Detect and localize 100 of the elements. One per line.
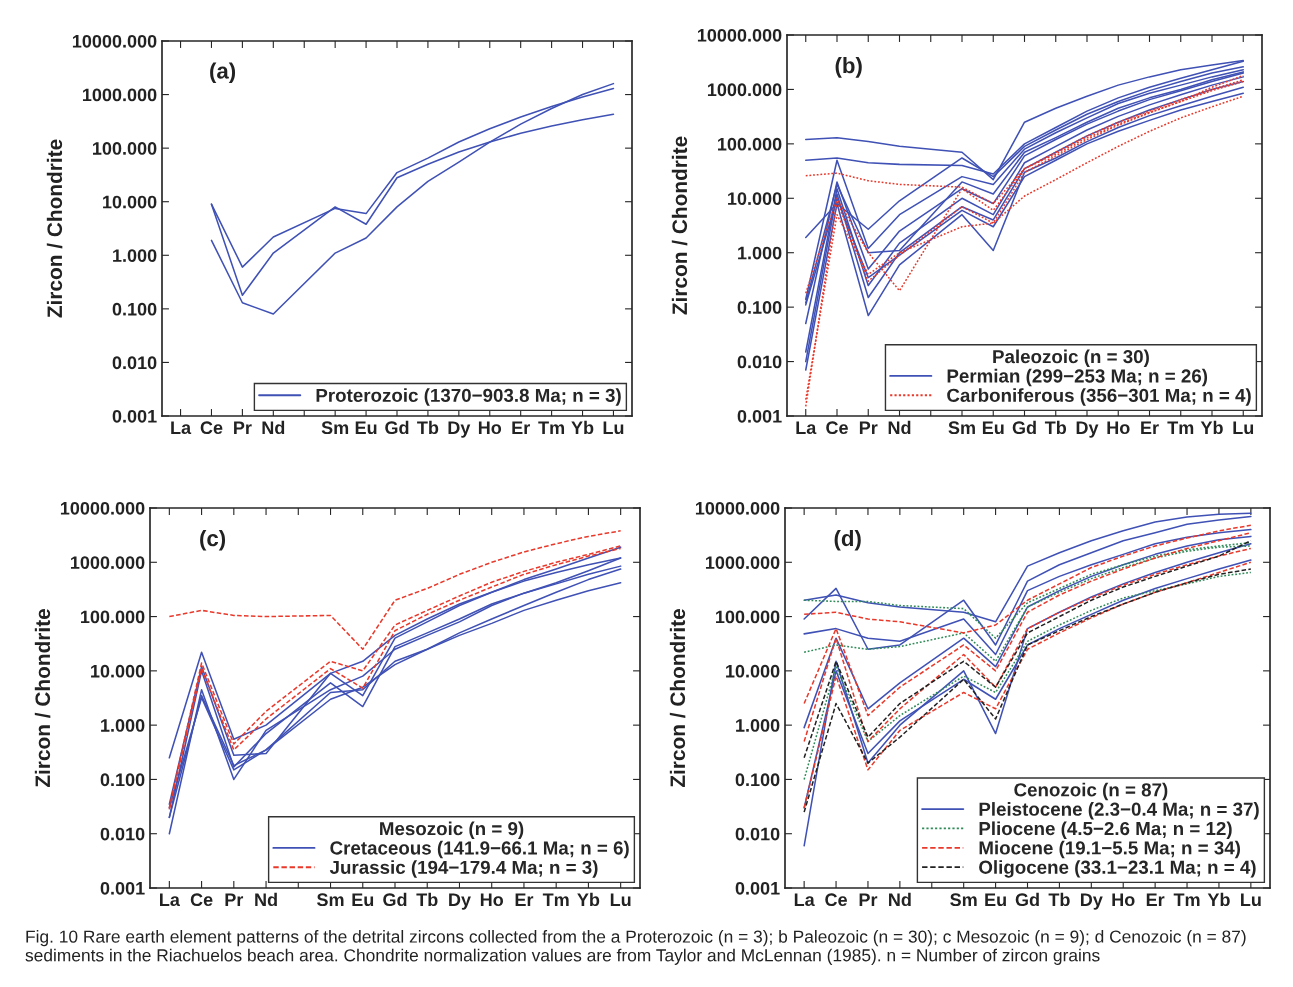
x-tick-label: Lu <box>1241 893 1261 907</box>
legend-label: Carboniferous (356−301 Ma; n = 4) <box>947 388 1251 406</box>
x-tick-label: Yb <box>1200 420 1223 435</box>
x-tick-label: Ce <box>200 421 223 435</box>
legend-label: Miocene (19.1−5.5 Ma; n = 34) <box>979 840 1241 859</box>
x-tick-label: Lu <box>603 421 624 435</box>
x-tick-label: Sm <box>948 421 975 435</box>
legend-label: Pliocene (4.5−2.6 Ma; n = 12) <box>979 821 1232 839</box>
x-tick-label: Tm <box>1167 421 1194 434</box>
y-tick-label: 10000.000 <box>695 501 780 515</box>
y-tick-label: 1.000 <box>113 249 157 263</box>
x-tick-label: La <box>794 893 815 907</box>
x-tick-label: La <box>171 421 192 435</box>
y-tick-label: 1.000 <box>738 246 782 260</box>
legend-label: Pleistocene (2.3−0.4 Ma; n = 37) <box>979 802 1259 820</box>
x-tick-label: Yb <box>1207 892 1230 907</box>
x-tick-label: Dy <box>1076 421 1099 438</box>
x-tick-label: Gd <box>383 892 407 907</box>
x-tick-label: Pr <box>234 421 252 434</box>
x-tick-label: Gd <box>1012 420 1036 435</box>
y-tick-label: 10.000 <box>91 664 145 678</box>
x-tick-label: La <box>160 893 180 907</box>
x-tick-label: Pr <box>225 893 244 906</box>
x-tick-label: Ce <box>190 893 213 907</box>
y-axis-title: Zircon / Chondrite <box>669 609 686 788</box>
x-tick-label: Dy <box>1080 893 1103 910</box>
x-tick-label: Yb <box>571 420 594 435</box>
legend-label: Jurassic (194−179.4 Ma; n = 3) <box>329 860 598 878</box>
legend-title: Cenozoic (n = 87) <box>1014 782 1168 801</box>
y-tick-label: 0.010 <box>100 827 145 841</box>
x-tick-label: Tb <box>417 420 439 435</box>
y-tick-label: 10000.000 <box>72 34 157 48</box>
x-tick-label: La <box>796 421 817 435</box>
x-tick-label: Tb <box>1048 892 1070 907</box>
y-axis-title: Zircon / Chondrite <box>671 136 688 315</box>
x-tick-label: Ho <box>1107 421 1130 435</box>
x-tick-label: Eu <box>355 421 377 435</box>
x-tick-label: Tm <box>538 421 565 434</box>
x-tick-label: Nd <box>888 420 911 435</box>
x-tick-label: Pr <box>859 893 878 906</box>
caption: Fig. 10 Rare earth element patterns of the detrital zircons collected from the a Proterozoic (n = 3); b Paleozoic (n = 30); c Mesozoic (n = 9); d Cenozoic (n = 87) sediments in the Riachuelos beach area. Chondrite normalization values are from Taylor and McLennan (1985). n = Number of zircon grains <box>25 930 1246 965</box>
x-tick-label: Sm <box>317 893 344 907</box>
x-tick-label: Eu <box>985 893 1006 907</box>
y-tick-label: 0.010 <box>112 356 157 370</box>
x-tick-label: Er <box>515 893 534 906</box>
y-tick-label: 10000.000 <box>60 501 145 515</box>
x-tick-label: Ho <box>1112 893 1135 907</box>
legend-title: Mesozoic (n = 9) <box>380 821 524 839</box>
y-tick-label: 0.001 <box>735 881 780 895</box>
x-tick-label: Tm <box>542 893 569 906</box>
x-tick-label: Yb <box>577 892 600 907</box>
x-tick-label: Sm <box>950 893 977 907</box>
y-tick-label: 0.001 <box>112 409 157 423</box>
y-axis-title: Zircon / Chondrite <box>34 609 51 788</box>
x-tick-label: Lu <box>610 893 631 907</box>
x-tick-label: Eu <box>352 893 374 907</box>
x-tick-label: Nd <box>255 892 277 907</box>
y-tick-label: 0.001 <box>100 881 145 895</box>
y-tick-label: 0.100 <box>100 773 145 787</box>
y-tick-label: 1000.000 <box>707 83 782 97</box>
y-tick-label: 1.000 <box>736 719 780 732</box>
y-tick-label: 1.000 <box>101 719 145 732</box>
y-tick-label: 0.010 <box>735 827 780 841</box>
annotation: (d) <box>834 529 861 551</box>
x-tick-label: Lu <box>1233 421 1254 435</box>
annotation: (b) <box>835 57 862 78</box>
x-tick-label: Nd <box>262 420 285 435</box>
y-tick-label: 1000.000 <box>70 556 145 570</box>
x-tick-label: Tb <box>416 892 438 907</box>
y-tick-label: 10000.000 <box>697 28 782 42</box>
y-tick-label: 0.100 <box>112 302 157 316</box>
x-tick-label: Pr <box>859 421 878 434</box>
x-tick-label: Er <box>1141 421 1159 434</box>
y-tick-label: 1000.000 <box>705 556 780 570</box>
y-tick-label: 0.100 <box>737 301 782 314</box>
legend-title: Paleozoic (n = 30) <box>993 349 1149 367</box>
x-tick-label: Ho <box>480 893 504 907</box>
x-tick-label: Tm <box>1173 893 1200 906</box>
x-tick-label: Ho <box>478 421 502 435</box>
legend-label: Permian (299−253 Ma; n = 26) <box>947 368 1208 387</box>
y-tick-label: 0.100 <box>735 773 780 787</box>
x-tick-label: Tb <box>1044 420 1067 435</box>
y-tick-label: 10.000 <box>103 195 157 209</box>
legend-label: Cretaceous (141.9−66.1 Ma; n = 6) <box>330 840 629 859</box>
y-axis-title: Zircon / Chondrite <box>46 139 63 318</box>
y-tick-label: 100.000 <box>716 610 780 624</box>
x-tick-label: Gd <box>385 420 409 435</box>
legend-label: Oligocene (33.1−23.1 Ma; n = 4) <box>979 860 1256 878</box>
y-tick-label: 100.000 <box>93 142 157 155</box>
x-tick-label: Sm <box>321 421 349 435</box>
y-tick-label: 100.000 <box>718 137 782 151</box>
y-tick-label: 10.000 <box>728 192 782 206</box>
y-tick-label: 1000.000 <box>82 88 157 102</box>
annotation: (c) <box>200 529 226 551</box>
x-tick-label: Dy <box>448 421 471 438</box>
x-tick-label: Dy <box>449 893 471 910</box>
x-tick-label: Er <box>512 421 530 434</box>
x-tick-label: Gd <box>1015 892 1039 907</box>
y-tick-label: 100.000 <box>81 610 145 624</box>
x-tick-label: Ce <box>826 421 848 435</box>
